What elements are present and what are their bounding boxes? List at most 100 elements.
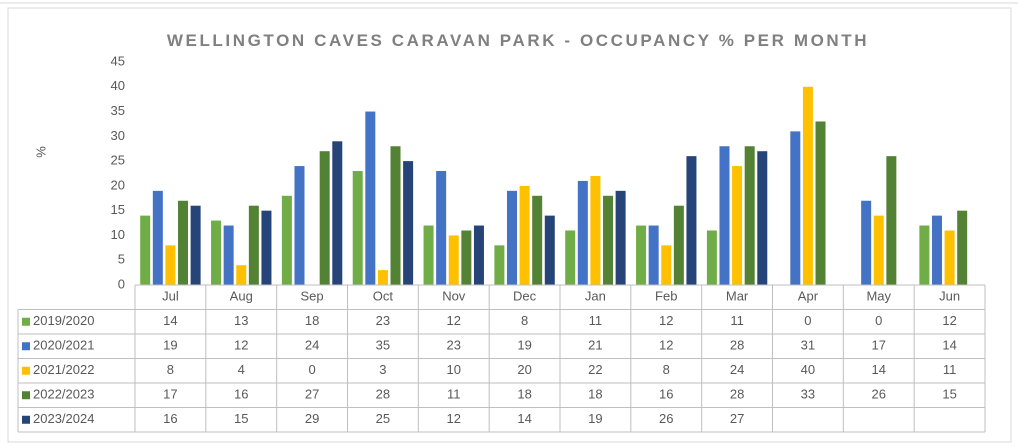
- bar: [165, 245, 176, 285]
- table-cell: 13: [234, 313, 248, 328]
- table-cell: 33: [801, 387, 815, 402]
- table-cell: 19: [163, 338, 177, 353]
- bar: [473, 225, 484, 285]
- table-cell: 12: [942, 313, 956, 328]
- bar: [673, 205, 684, 285]
- table-cell: 14: [517, 411, 531, 426]
- bar: [757, 151, 768, 285]
- y-axis-label: %: [33, 146, 48, 158]
- table-cell: 16: [659, 387, 673, 402]
- table-cell: 8: [663, 362, 670, 377]
- table-cell: 14: [163, 313, 177, 328]
- bar: [648, 225, 659, 285]
- bar: [732, 166, 743, 285]
- bar: [861, 200, 872, 285]
- bar: [365, 111, 376, 285]
- bar: [403, 161, 414, 285]
- table-cell: 35: [376, 338, 390, 353]
- bar: [152, 190, 163, 285]
- y-tick-label: 35: [111, 103, 125, 118]
- table-cell: 12: [234, 338, 248, 353]
- bar: [261, 210, 272, 285]
- table-cell: 4: [238, 362, 245, 377]
- bar: [944, 230, 955, 285]
- bar: [236, 265, 247, 285]
- table-cell: 28: [730, 387, 744, 402]
- bar: [436, 171, 447, 285]
- bar: [565, 230, 576, 285]
- bar: [390, 146, 401, 285]
- table-cell: 24: [730, 362, 744, 377]
- table-cell: 12: [659, 313, 673, 328]
- bar: [790, 131, 801, 285]
- table-cell: 15: [942, 387, 956, 402]
- legend-swatch: [22, 391, 30, 400]
- table-cell: 18: [588, 387, 602, 402]
- y-tick-label: 5: [118, 252, 125, 267]
- table-cell: 31: [801, 338, 815, 353]
- table-cell: 16: [163, 411, 177, 426]
- x-tick-label: Mar: [726, 289, 749, 304]
- x-tick-label: May: [866, 289, 891, 304]
- table-cell: 19: [588, 411, 602, 426]
- table-cell: 28: [376, 387, 390, 402]
- bar: [506, 190, 517, 285]
- table-cell: 26: [659, 411, 673, 426]
- bar: [886, 156, 897, 285]
- table-cell: 28: [730, 338, 744, 353]
- bar: [603, 195, 614, 285]
- table-cell: 23: [447, 338, 461, 353]
- bar: [352, 171, 363, 285]
- table-cell: 22: [588, 362, 602, 377]
- table-cell: 12: [447, 313, 461, 328]
- table-cell: 19: [517, 338, 531, 353]
- table-cell: 8: [521, 313, 528, 328]
- table-cell: 12: [447, 411, 461, 426]
- legend-label: 2020/2021: [33, 338, 94, 353]
- bar: [294, 166, 305, 285]
- bar: [744, 146, 755, 285]
- y-tick-label: 25: [111, 153, 125, 168]
- bar: [957, 210, 968, 285]
- x-tick-label: Aug: [230, 289, 253, 304]
- bar: [494, 245, 505, 285]
- bar: [544, 215, 555, 285]
- table-cell: 25: [376, 411, 390, 426]
- bar: [590, 175, 601, 285]
- bar: [377, 270, 388, 285]
- table-cell: 0: [308, 362, 315, 377]
- bar: [461, 230, 472, 285]
- bar: [919, 225, 930, 285]
- bar: [423, 225, 434, 285]
- table-cell: 3: [379, 362, 386, 377]
- legend-swatch: [22, 415, 30, 424]
- bar: [719, 146, 730, 285]
- y-tick-label: 10: [111, 227, 125, 242]
- table-cell: 17: [163, 387, 177, 402]
- legend-label: 2021/2022: [33, 362, 94, 377]
- table-cell: 24: [305, 338, 319, 353]
- bar: [706, 230, 717, 285]
- table-cell: 18: [517, 387, 531, 402]
- y-tick-label: 30: [111, 128, 125, 143]
- table-cell: 14: [872, 362, 886, 377]
- bar: [332, 141, 343, 285]
- table-cell: 0: [875, 313, 882, 328]
- table-cell: 12: [659, 338, 673, 353]
- x-tick-label: Jun: [939, 289, 960, 304]
- x-tick-label: Apr: [798, 289, 819, 304]
- legend-swatch: [22, 366, 30, 375]
- y-tick-label: 0: [118, 276, 125, 291]
- bar: [532, 195, 543, 285]
- table-cell: 16: [234, 387, 248, 402]
- table-cell: 29: [305, 411, 319, 426]
- table-cell: 14: [942, 338, 956, 353]
- table-cell: 26: [872, 387, 886, 402]
- bar: [873, 215, 884, 285]
- bar: [577, 180, 588, 285]
- y-tick-label: 45: [111, 53, 125, 68]
- legend-label: 2023/2024: [33, 411, 94, 426]
- table-cell: 10: [447, 362, 461, 377]
